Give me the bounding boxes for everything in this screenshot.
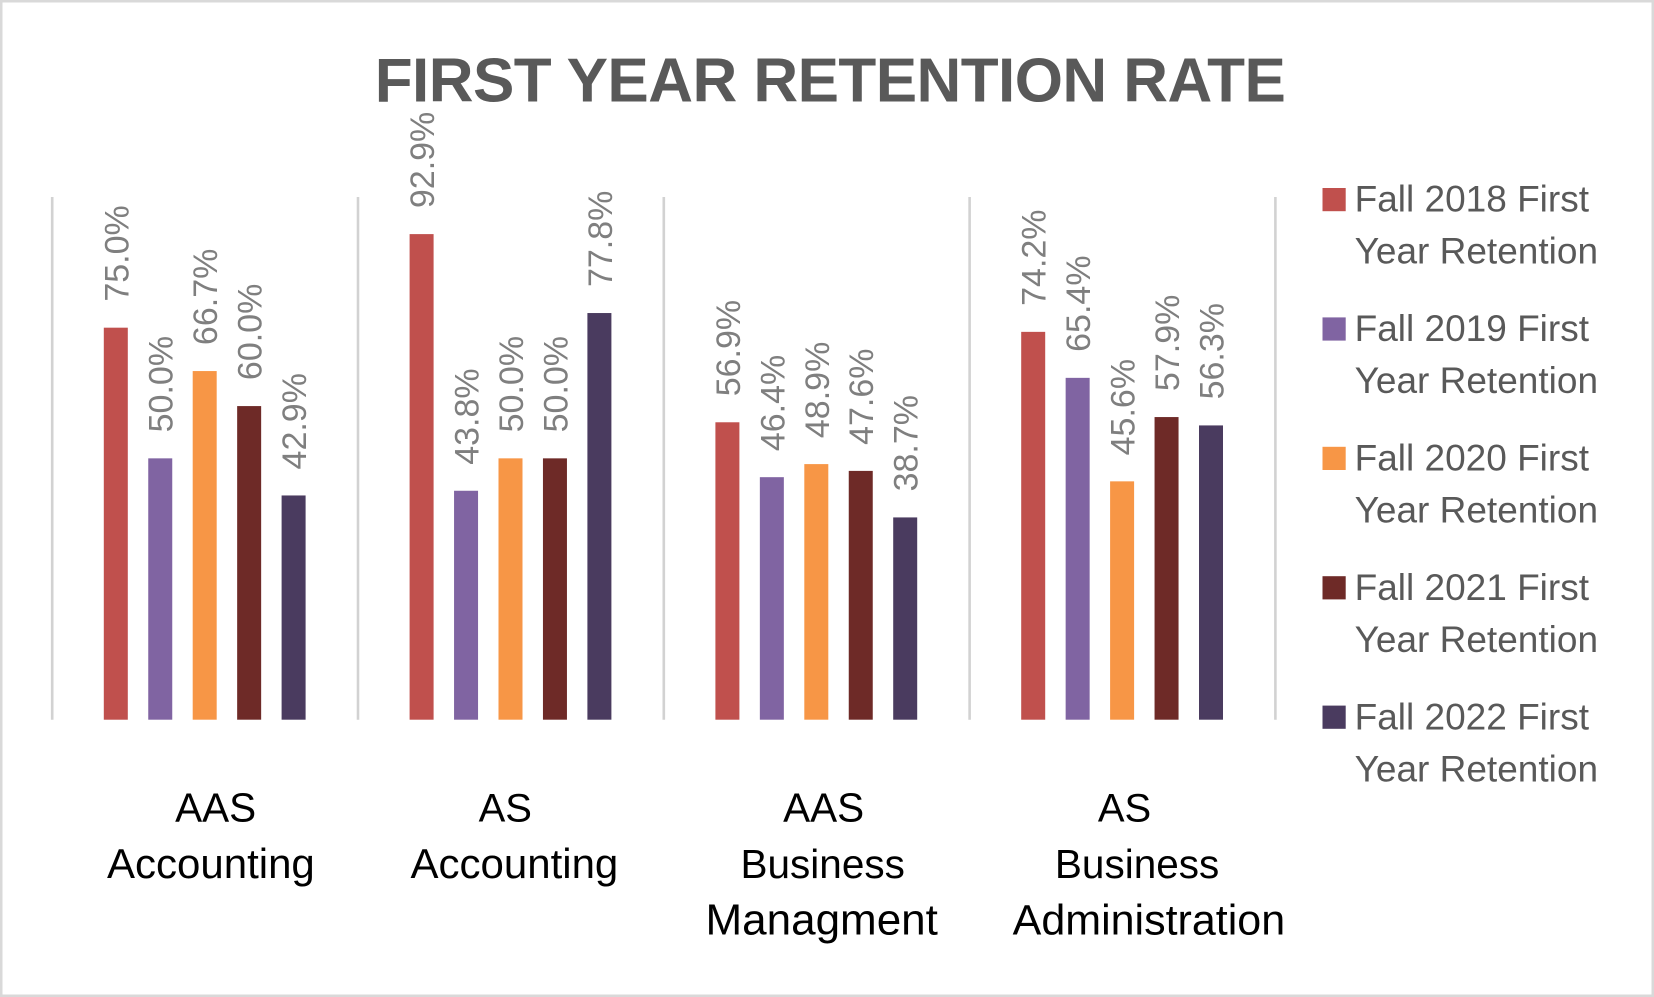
svg-text:Fall 2019 First: Fall 2019 First [1355, 308, 1590, 349]
svg-text:77.8%: 77.8% [582, 191, 620, 287]
svg-text:56.3%: 56.3% [1194, 303, 1232, 399]
svg-text:Business: Business [741, 841, 905, 887]
svg-text:47.6%: 47.6% [843, 348, 881, 444]
svg-text:50.0%: 50.0% [143, 336, 181, 432]
svg-text:56.9%: 56.9% [710, 300, 748, 396]
svg-text:57.9%: 57.9% [1149, 295, 1187, 391]
svg-text:74.2%: 74.2% [1016, 209, 1054, 305]
svg-text:Managment: Managment [706, 896, 938, 945]
svg-text:66.7%: 66.7% [187, 249, 225, 345]
svg-text:Fall 2022 First: Fall 2022 First [1355, 696, 1590, 737]
svg-text:50.0%: 50.0% [493, 336, 531, 432]
svg-text:Administration: Administration [1013, 897, 1285, 945]
svg-text:AAS: AAS [175, 784, 256, 830]
svg-text:48.9%: 48.9% [799, 342, 837, 438]
svg-text:Year Retention: Year Retention [1355, 619, 1598, 660]
svg-text:Fall 2018 First: Fall 2018 First [1355, 179, 1590, 220]
svg-text:92.9%: 92.9% [404, 112, 442, 208]
svg-text:FIRST YEAR RETENTION RATE: FIRST YEAR RETENTION RATE [375, 47, 1286, 116]
svg-text:AAS: AAS [783, 784, 864, 830]
svg-text:65.4%: 65.4% [1060, 255, 1098, 351]
svg-text:60.0%: 60.0% [232, 284, 270, 380]
svg-text:Year Retention: Year Retention [1355, 748, 1598, 789]
svg-text:46.4%: 46.4% [754, 355, 792, 451]
svg-text:Year Retention: Year Retention [1355, 490, 1598, 531]
svg-text:42.9%: 42.9% [276, 373, 314, 469]
svg-text:AS: AS [479, 786, 532, 830]
svg-text:75.0%: 75.0% [98, 205, 136, 301]
svg-text:Year Retention: Year Retention [1355, 231, 1598, 272]
svg-text:43.8%: 43.8% [449, 368, 487, 464]
svg-text:Year Retention: Year Retention [1355, 360, 1598, 401]
svg-text:50.0%: 50.0% [537, 336, 575, 432]
svg-text:Business: Business [1055, 841, 1219, 887]
svg-text:Accounting: Accounting [410, 840, 618, 887]
svg-text:45.6%: 45.6% [1105, 359, 1143, 455]
svg-text:38.7%: 38.7% [888, 395, 926, 491]
svg-text:Fall 2020 First: Fall 2020 First [1355, 438, 1590, 479]
svg-text:AS: AS [1098, 786, 1151, 830]
svg-text:Fall 2021 First: Fall 2021 First [1355, 567, 1590, 608]
svg-text:Accounting: Accounting [107, 840, 315, 887]
